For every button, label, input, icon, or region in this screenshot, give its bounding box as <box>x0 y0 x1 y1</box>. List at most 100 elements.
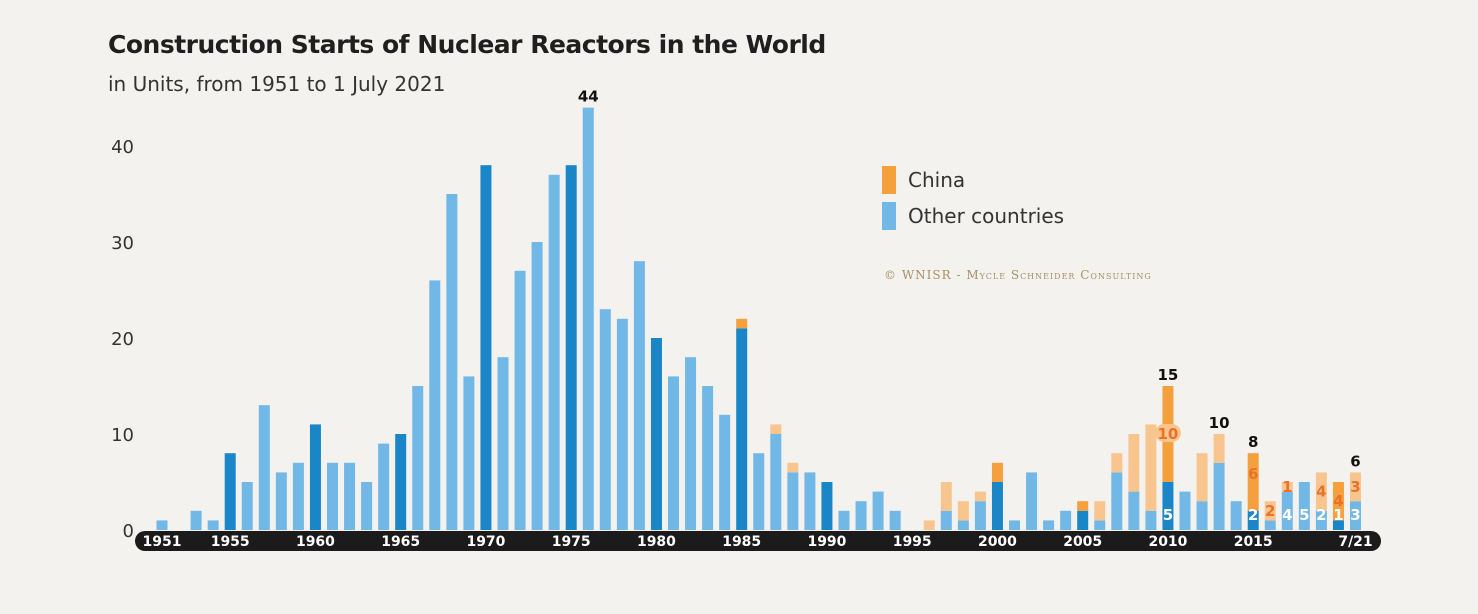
other-value-label-2019: 2 <box>1316 506 1326 524</box>
bar-other-1982 <box>685 357 697 530</box>
bar-other-1964 <box>378 443 390 530</box>
chart-legend: China Other countries <box>882 162 1064 234</box>
chart-subtitle: in Units, from 1951 to 1 July 2021 <box>108 72 446 96</box>
other-value-label-2015: 2 <box>1248 506 1258 524</box>
legend-label-china: China <box>908 168 966 192</box>
bar-china-2021 <box>1350 472 1361 502</box>
total-label-2015: 8 <box>1248 433 1258 451</box>
bar-other-1977 <box>599 309 611 530</box>
bar-other-2018 <box>1298 482 1310 530</box>
bar-other-2000 <box>991 482 1003 530</box>
china-value-label-2010: 10 <box>1158 425 1179 443</box>
y-tick-label: 0 <box>123 521 134 542</box>
bar-other-1999 <box>974 501 986 530</box>
x-tick-label: 1990 <box>807 534 846 550</box>
bar-china-1996 <box>923 520 935 530</box>
bar-other-1978 <box>616 318 628 530</box>
bar-china-2017 <box>1281 482 1293 492</box>
other-value-label-2020: 1 <box>1333 506 1343 524</box>
legend-swatch-china <box>882 166 896 194</box>
other-value-label-2021: 3 <box>1350 506 1360 524</box>
x-tick-label: 1951 <box>143 534 182 550</box>
bar-other-1970 <box>480 165 492 530</box>
bar-china-2013 <box>1213 434 1225 463</box>
bar-other-2002 <box>1026 472 1038 530</box>
bar-other-1974 <box>548 174 560 531</box>
x-tick-label: 1985 <box>722 534 761 550</box>
bar-other-2019 <box>1315 510 1327 530</box>
bar-other-1959 <box>292 462 304 530</box>
bar-china-1998 <box>957 501 969 521</box>
bar-other-2007 <box>1111 472 1123 530</box>
bar-other-2005 <box>1077 510 1089 530</box>
bar-other-1989 <box>804 472 816 530</box>
x-tick-label: 2015 <box>1234 534 1273 550</box>
x-tick-label: 1965 <box>381 534 420 550</box>
bar-other-1985 <box>736 328 748 530</box>
bar-other-2017 <box>1281 491 1293 530</box>
bar-other-1994 <box>889 510 901 530</box>
bar-china-2006 <box>1094 501 1106 521</box>
bar-china-2019 <box>1315 472 1327 511</box>
china-value-label-2016: 2 <box>1265 502 1275 520</box>
bar-other-2010 <box>1162 482 1174 530</box>
bar-other-1969 <box>463 376 475 530</box>
bar-other-2004 <box>1060 510 1072 530</box>
bar-china-2008 <box>1128 434 1140 492</box>
bar-other-1984 <box>719 414 731 530</box>
bar-other-1961 <box>327 462 338 530</box>
bar-china-2007 <box>1111 453 1123 473</box>
bar-other-1997 <box>940 510 952 530</box>
bar-china-1987 <box>770 424 782 434</box>
bar-other-1958 <box>275 472 287 530</box>
bar-other-1962 <box>344 462 356 530</box>
bar-china-2005 <box>1077 501 1089 511</box>
bar-other-1993 <box>872 491 884 530</box>
china-label-pill-2010 <box>1154 424 1181 442</box>
legend-item-other: Other countries <box>882 198 1064 234</box>
bar-other-1955 <box>224 453 236 530</box>
bar-other-1957 <box>258 405 270 530</box>
y-tick-label: 10 <box>111 425 134 446</box>
bar-other-1965 <box>395 434 407 530</box>
china-value-label-2017: 1 <box>1282 478 1292 496</box>
x-tick-label: 2005 <box>1063 534 1102 550</box>
bar-other-1987 <box>770 434 782 530</box>
x-tick-label: 2000 <box>978 534 1017 550</box>
bar-other-2009 <box>1145 510 1157 530</box>
total-label-1976: 44 <box>578 88 599 106</box>
bar-other-1980 <box>650 338 662 530</box>
bar-other-1988 <box>787 472 799 530</box>
bar-other-2021 <box>1350 501 1361 530</box>
x-tick-label: 1955 <box>211 534 250 550</box>
bar-china-2020 <box>1332 482 1344 521</box>
bar-china-1988 <box>787 462 799 473</box>
bar-other-1998 <box>957 520 969 530</box>
bar-other-1986 <box>753 453 765 530</box>
x-tick-label: 2010 <box>1148 534 1187 550</box>
bar-china-2015 <box>1247 453 1259 511</box>
x-axis-band <box>135 531 1381 551</box>
bar-other-2013 <box>1213 462 1225 530</box>
bar-other-1954 <box>207 520 219 530</box>
bar-other-2006 <box>1094 520 1106 530</box>
bar-other-1975 <box>565 165 577 530</box>
total-label-2010: 15 <box>1158 366 1179 384</box>
other-value-label-2018: 5 <box>1299 506 1309 524</box>
bar-other-1976 <box>582 107 594 530</box>
bar-other-1979 <box>633 261 645 530</box>
bar-china-2016 <box>1264 501 1276 521</box>
bar-other-1960 <box>309 424 321 530</box>
bar-other-2020 <box>1332 520 1344 530</box>
x-tick-label: 7/21 <box>1338 534 1372 550</box>
bar-other-1968 <box>446 194 458 530</box>
bar-other-2008 <box>1128 491 1140 530</box>
x-tick-label: 1970 <box>466 534 505 550</box>
copyright-credit: © WNISR - Mycle Schneider Consulting <box>884 268 1152 282</box>
bar-other-1981 <box>668 376 679 530</box>
bar-other-1971 <box>497 357 509 530</box>
bar-other-2003 <box>1043 520 1055 530</box>
bar-other-1983 <box>702 386 714 530</box>
bar-china-2000 <box>991 462 1003 482</box>
